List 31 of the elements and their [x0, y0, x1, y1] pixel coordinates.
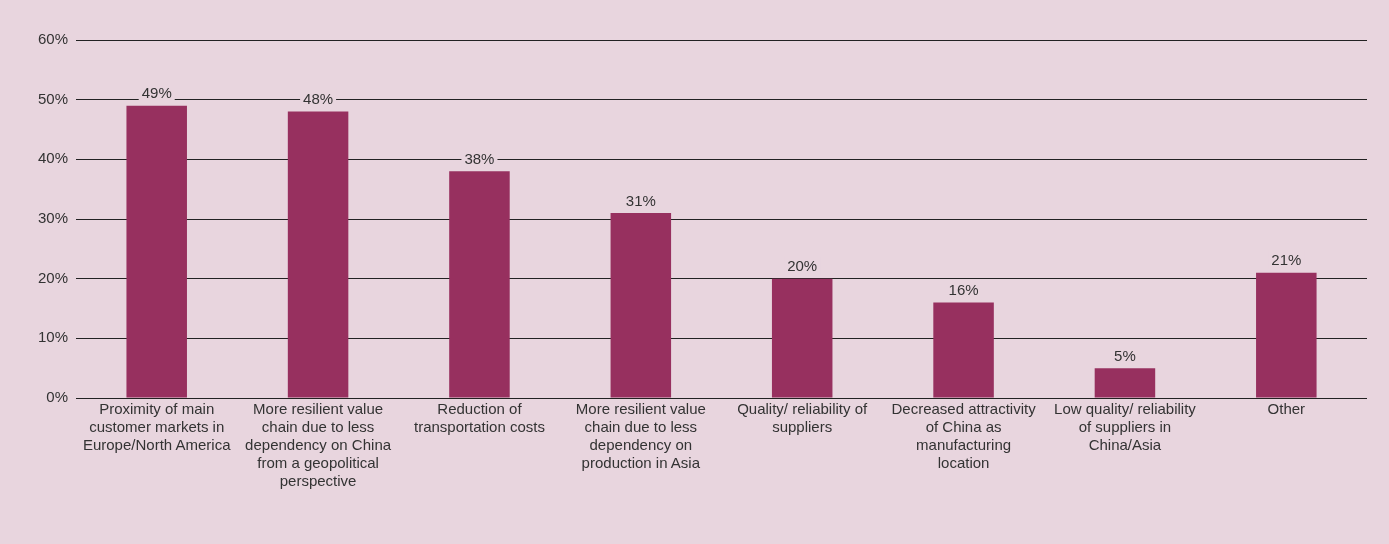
- bar: [1094, 368, 1156, 398]
- x-tick-label: More resilient value chain due to less dependency on China from a geopolitical perspective: [245, 400, 392, 490]
- bar: [287, 111, 349, 398]
- y-tick-label: 60%: [37, 30, 69, 48]
- bar: [933, 302, 994, 398]
- y-tick-label: 50%: [37, 89, 69, 107]
- y-tick-label: 10%: [37, 328, 69, 346]
- data-label: 38%: [464, 149, 495, 167]
- bar: [449, 171, 510, 398]
- bar: [126, 105, 187, 398]
- data-label: 49%: [141, 84, 172, 102]
- x-tick-label: Other: [1267, 400, 1306, 418]
- x-tick-label: Decreased attractivity of China as manufacturing location: [891, 400, 1037, 472]
- data-label: 21%: [1271, 251, 1302, 269]
- data-label: 20%: [787, 257, 818, 275]
- y-tick-label: 30%: [37, 209, 69, 227]
- x-tick-label: Proximity of main customer markets in Europe/North America: [82, 400, 232, 454]
- data-label: 5%: [1114, 346, 1136, 364]
- x-tick-label: Low quality/ reliability of suppliers in China/Asia: [1054, 400, 1197, 454]
- y-tick-label: 0%: [46, 388, 69, 406]
- data-label: 16%: [948, 281, 979, 299]
- bar: [610, 213, 672, 398]
- x-tick-label: Reduction of transportation costs: [414, 400, 545, 436]
- x-tick-label: More resilient value chain due to less dependency on production in Asia: [575, 400, 706, 472]
- data-label: 31%: [625, 191, 656, 209]
- y-tick-label: 20%: [37, 268, 69, 286]
- x-tick-label: Quality/ reliability of suppliers: [737, 400, 869, 436]
- data-label: 48%: [303, 90, 334, 108]
- y-tick-label: 40%: [37, 149, 69, 167]
- bar: [771, 278, 833, 398]
- bar: [1256, 272, 1317, 398]
